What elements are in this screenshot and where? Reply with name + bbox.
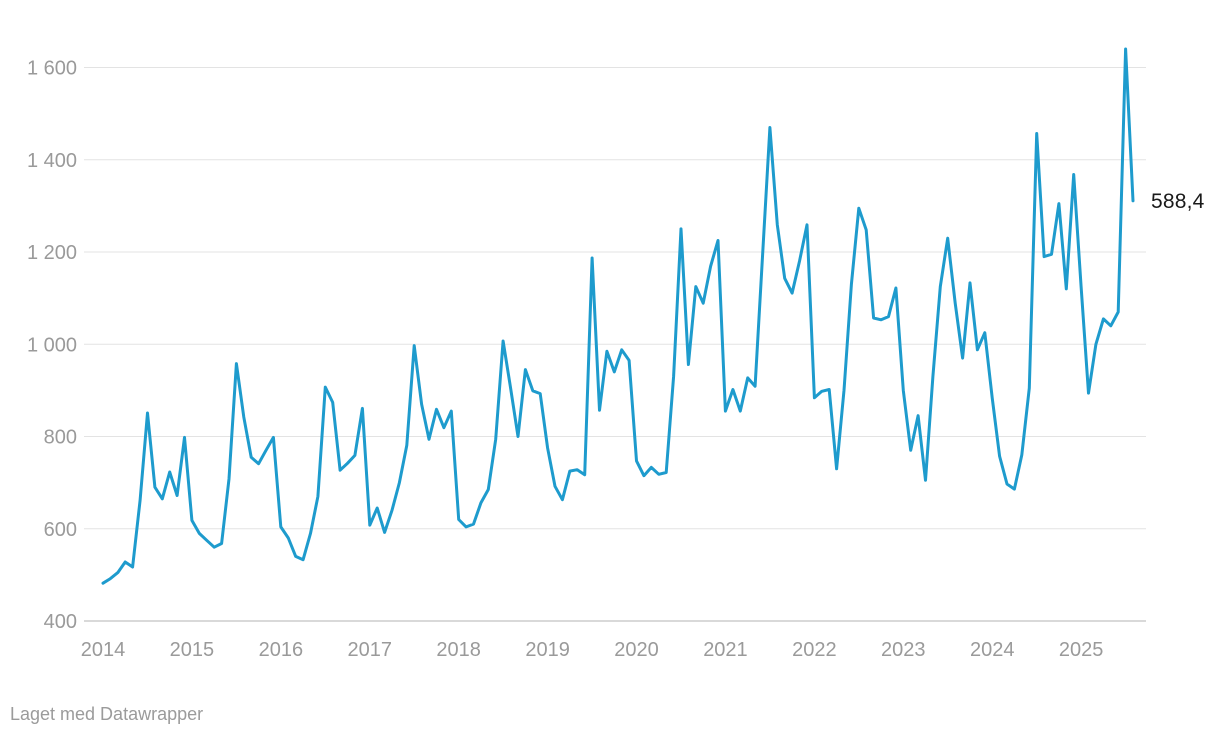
x-axis-tick-label: 2016 <box>259 639 304 661</box>
x-axis-tick-label: 2021 <box>703 639 748 661</box>
last-value-label: 588,4 <box>1151 190 1205 213</box>
x-axis-tick-label: 2015 <box>170 639 215 661</box>
x-axis-tick-label: 2024 <box>970 639 1015 661</box>
x-axis-tick-label: 2018 <box>436 639 481 661</box>
x-axis-tick-label: 2014 <box>81 639 126 661</box>
y-axis-tick-label: 1 000 <box>27 334 77 356</box>
data-line <box>101 47 1135 585</box>
y-axis-tick-label: 1 600 <box>27 58 77 80</box>
x-axis-tick-label: 2023 <box>881 639 926 661</box>
y-axis-tick-label: 1 400 <box>27 150 77 172</box>
datawrapper-credit: Laget med Datawrapper <box>10 704 204 724</box>
y-axis-tick-label: 800 <box>44 427 77 449</box>
x-axis-tick-label: 2017 <box>348 639 393 661</box>
x-axis-tick-label: 2025 <box>1059 639 1104 661</box>
x-axis-tick-label: 2020 <box>614 639 659 661</box>
y-axis-tick-label: 400 <box>44 611 77 633</box>
x-axis-tick-label: 2019 <box>525 639 570 661</box>
x-axis-tick-label: 2022 <box>792 639 837 661</box>
y-axis-tick-label: 1 200 <box>27 242 77 264</box>
y-axis-tick-label: 600 <box>44 519 77 541</box>
